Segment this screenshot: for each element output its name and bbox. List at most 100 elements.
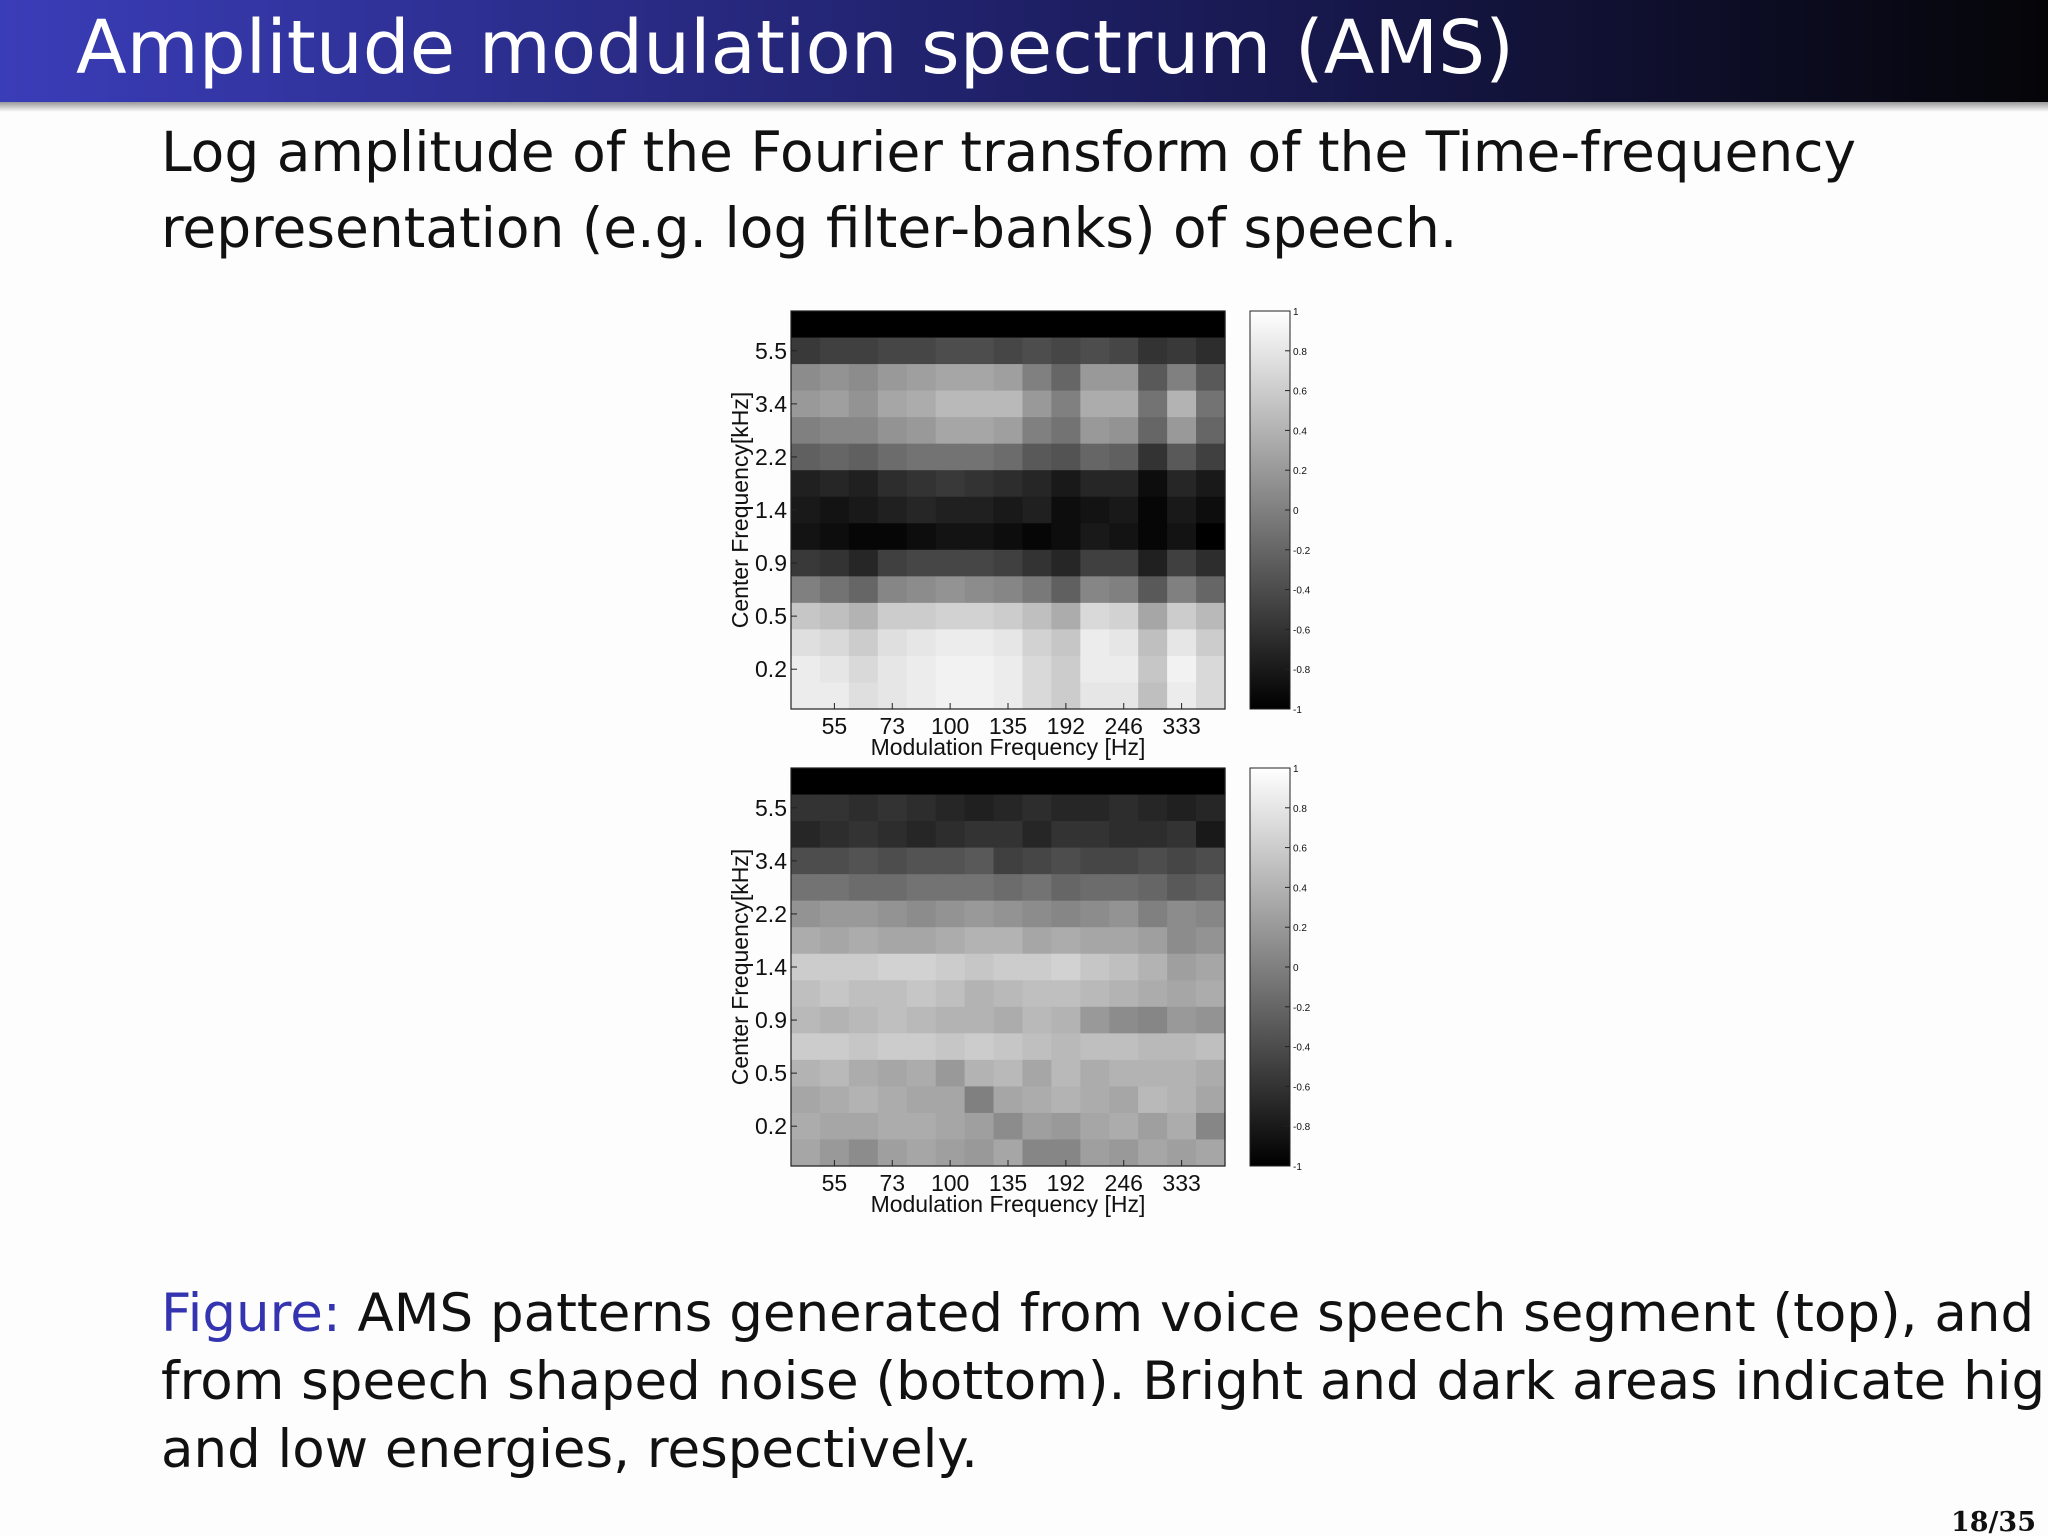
heatmap-cell bbox=[1022, 470, 1052, 498]
y-tick-label: 0.9 bbox=[755, 550, 787, 576]
heatmap-cell bbox=[1109, 523, 1139, 551]
heatmap-cell bbox=[935, 311, 966, 339]
heatmap-cell bbox=[877, 629, 908, 657]
heatmap-cell bbox=[1138, 337, 1168, 365]
heatmap-cell bbox=[1022, 390, 1052, 418]
heatmap-cell bbox=[819, 1006, 850, 1034]
colorbar-tick-label: -0.4 bbox=[1293, 1043, 1311, 1054]
heatmap-cell bbox=[1196, 1033, 1226, 1061]
y-tick-label: 2.2 bbox=[755, 901, 787, 927]
heatmap-cell bbox=[1080, 417, 1110, 445]
heatmap-cell bbox=[877, 1112, 908, 1141]
heatmap-cell bbox=[1109, 1059, 1139, 1087]
heatmap-cell bbox=[1167, 576, 1197, 604]
heatmap-cell bbox=[791, 311, 821, 339]
heatmap-cell bbox=[1109, 311, 1139, 339]
caption-line: and low energies, respectively. bbox=[161, 1419, 978, 1480]
heatmap-cell bbox=[935, 794, 966, 822]
heatmap-cell bbox=[1167, 470, 1197, 498]
colorbar-tick-label: 0.4 bbox=[1293, 426, 1307, 437]
heatmap-cell bbox=[1167, 417, 1197, 445]
body-text: representation (e.g. log filter-banks) o… bbox=[161, 196, 1457, 260]
heatmap-cell bbox=[819, 390, 850, 418]
heatmap-cell bbox=[906, 470, 937, 498]
heatmap-cell bbox=[877, 768, 908, 796]
x-tick-label: 135 bbox=[989, 1170, 1027, 1196]
heatmap-cell bbox=[1138, 1139, 1168, 1167]
heatmap-cell bbox=[935, 768, 966, 796]
heatmap-cell bbox=[819, 927, 850, 955]
colorbar-tick-label: 1 bbox=[1293, 764, 1299, 775]
x-tick-label: 333 bbox=[1162, 713, 1200, 739]
heatmap-cell bbox=[877, 794, 908, 822]
heatmap-cell bbox=[819, 496, 850, 524]
heatmap-cell bbox=[993, 1086, 1024, 1114]
heatmap-cell bbox=[1196, 794, 1226, 822]
heatmap-cell bbox=[877, 655, 908, 684]
heatmap-cell bbox=[1109, 417, 1139, 445]
heatmap-cell bbox=[964, 1033, 995, 1061]
heatmap-cell bbox=[877, 980, 908, 1008]
heatmap-cell bbox=[1022, 847, 1052, 875]
heatmap-cell bbox=[1138, 980, 1168, 1008]
heatmap-cell bbox=[877, 1006, 908, 1034]
heatmap-cell bbox=[819, 874, 850, 902]
heatmap-cell bbox=[877, 496, 908, 524]
heatmap-cell bbox=[906, 1139, 937, 1167]
caption-text: AMS patterns generated from voice speech… bbox=[358, 1283, 2035, 1344]
heatmap-cell bbox=[1138, 1033, 1168, 1061]
heatmap-cell bbox=[819, 980, 850, 1008]
heatmap-cell bbox=[1022, 417, 1052, 445]
heatmap-cell bbox=[1051, 794, 1081, 822]
heatmap-cell bbox=[1196, 682, 1226, 710]
heatmap-cell bbox=[848, 417, 879, 445]
colorbar-tick-label: 0.2 bbox=[1293, 923, 1307, 934]
heatmap-cell bbox=[1167, 900, 1197, 928]
heatmap-cell bbox=[1196, 443, 1226, 471]
heatmap-cell bbox=[993, 655, 1024, 684]
heatmap-cell bbox=[1196, 523, 1226, 551]
heatmap-cell bbox=[1167, 364, 1197, 392]
heatmap-cell bbox=[993, 953, 1024, 981]
heatmap-cell bbox=[848, 523, 879, 551]
heatmap-cell bbox=[1167, 655, 1197, 684]
heatmap-cell bbox=[906, 337, 937, 365]
heatmap-cell bbox=[877, 602, 908, 630]
heatmap-cell bbox=[1196, 337, 1226, 365]
colorbar-tick-label: 0.4 bbox=[1293, 883, 1307, 894]
heatmap-cell bbox=[1167, 1059, 1197, 1087]
heatmap-cell bbox=[848, 311, 879, 339]
x-tick-label: 73 bbox=[879, 713, 905, 739]
heatmap-cell bbox=[848, 682, 879, 710]
heatmap-cell bbox=[1051, 523, 1081, 551]
heatmap-cell bbox=[877, 443, 908, 471]
heatmap-cell bbox=[1196, 470, 1226, 498]
heatmap-cell bbox=[791, 821, 821, 849]
heatmap-cell bbox=[906, 602, 937, 630]
heatmap-cell bbox=[791, 768, 821, 796]
heatmap-cell bbox=[848, 1112, 879, 1141]
heatmap-cell bbox=[1196, 655, 1226, 684]
heatmap-cell bbox=[848, 874, 879, 902]
heatmap-cell bbox=[935, 390, 966, 418]
heatmap-cell bbox=[993, 927, 1024, 955]
heatmap-cell bbox=[1109, 900, 1139, 928]
colorbar-tick-label: 1 bbox=[1293, 307, 1299, 318]
heatmap-cell bbox=[993, 1112, 1024, 1141]
heatmap-cell bbox=[1109, 953, 1139, 981]
heatmap-cell bbox=[1138, 874, 1168, 902]
heatmap-cell bbox=[906, 768, 937, 796]
heatmap-cell bbox=[993, 602, 1024, 630]
heatmap-cell bbox=[906, 847, 937, 875]
heatmap-cell bbox=[1051, 1059, 1081, 1087]
heatmap-cell bbox=[1051, 821, 1081, 849]
heatmap-cell bbox=[964, 549, 995, 577]
heatmap-cell bbox=[964, 602, 995, 630]
heatmap-cell bbox=[1109, 602, 1139, 630]
heatmap-cell bbox=[1138, 768, 1168, 796]
x-tick-label: 73 bbox=[879, 1170, 905, 1196]
heatmap-cell bbox=[935, 417, 966, 445]
heatmap-cell bbox=[1196, 602, 1226, 630]
heatmap-cell bbox=[1022, 364, 1052, 392]
x-tick-label: 55 bbox=[822, 1170, 848, 1196]
